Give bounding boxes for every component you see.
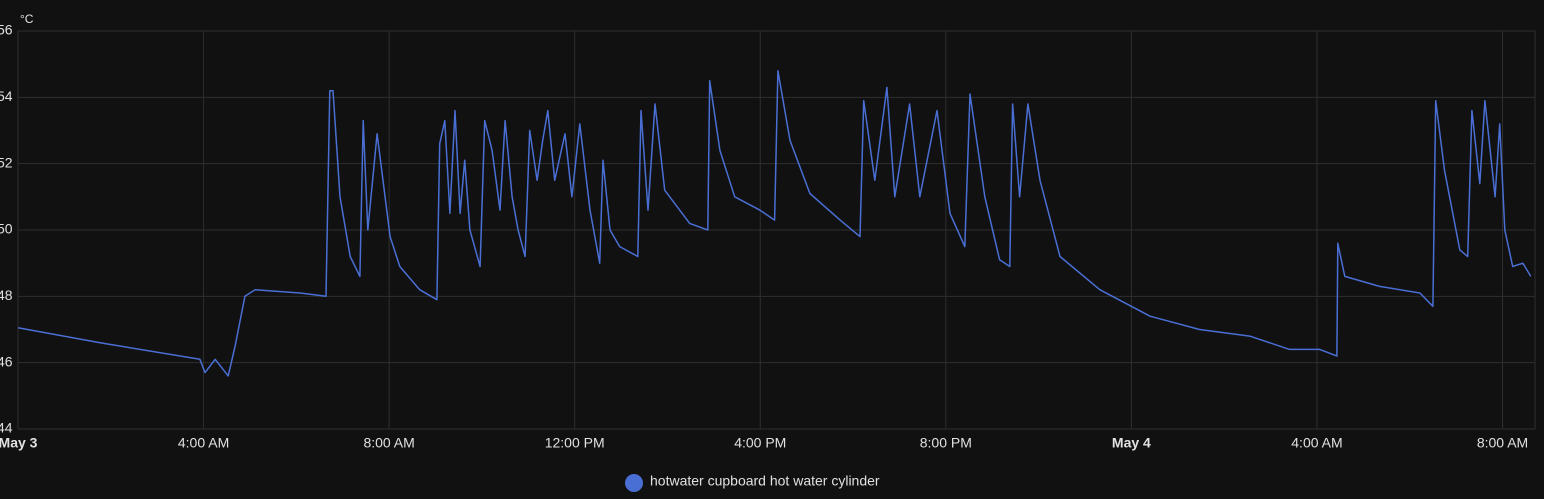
y-tick-label: 48 (0, 287, 13, 303)
x-tick-label: 4:00 AM (178, 435, 229, 451)
y-unit-label: °C (20, 12, 34, 26)
legend-label: hotwater cupboard hot water cylinder (650, 473, 880, 489)
x-tick-label: 4:00 PM (734, 435, 786, 451)
x-tick-label: 8:00 PM (920, 435, 972, 451)
x-tick-label: 12:00 PM (545, 435, 605, 451)
x-tick-label: May 3 (0, 435, 38, 451)
data-line (17, 70, 1532, 377)
y-tick-label: 44 (0, 420, 13, 436)
x-tick-label: May 4 (1112, 435, 1151, 451)
y-tick-label: 56 (0, 22, 13, 38)
x-tick-label: 8:00 AM (1477, 435, 1528, 451)
y-tick-label: 52 (0, 154, 13, 170)
y-tick-label: 46 (0, 353, 13, 369)
x-tick-label: 4:00 AM (1291, 435, 1342, 451)
y-tick-label: 54 (0, 88, 13, 104)
x-tick-label: 8:00 AM (363, 435, 414, 451)
y-tick-label: 50 (0, 221, 13, 237)
legend-marker (625, 474, 643, 492)
